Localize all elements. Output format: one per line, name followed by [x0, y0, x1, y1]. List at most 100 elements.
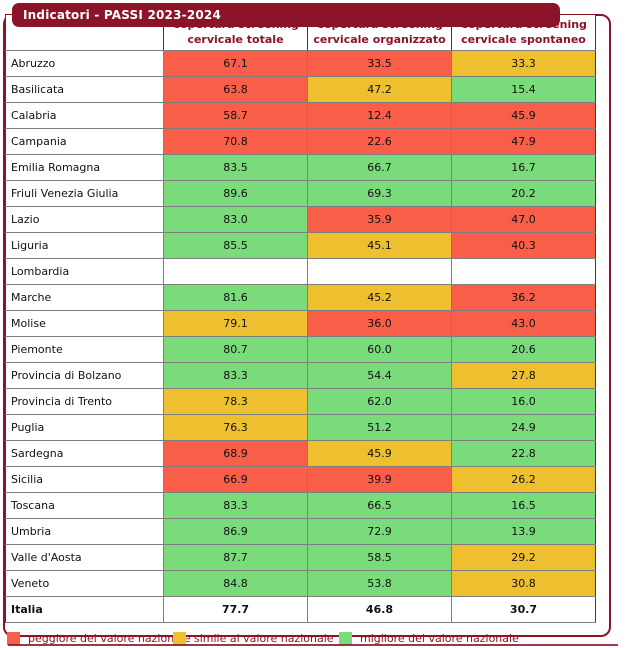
value-cell: 69.3 — [307, 180, 452, 207]
region-cell: Provincia di Bolzano — [5, 362, 164, 389]
value-cell: 67.1 — [163, 50, 308, 77]
table-row: Basilicata 63.8 47.2 15.4 — [5, 76, 596, 103]
value-cell: 76.3 — [163, 414, 308, 441]
table-body: Abruzzo 67.1 33.5 33.3 Basilicata 63.8 4… — [5, 50, 596, 623]
value-cell: 83.3 — [163, 492, 308, 519]
value-cell: 62.0 — [307, 388, 452, 415]
region-cell: Valle d'Aosta — [5, 544, 164, 571]
value-cell: 80.7 — [163, 336, 308, 363]
region-cell: Basilicata — [5, 76, 164, 103]
value-cell: 12.4 — [307, 102, 452, 129]
value-cell: 72.9 — [307, 518, 452, 545]
value-cell: 58.5 — [307, 544, 452, 571]
table-row: Lombardia — [5, 258, 596, 285]
legend: peggiore del valore nazionale simile al … — [7, 632, 597, 645]
region-cell: Campania — [5, 128, 164, 155]
value-cell: 54.4 — [307, 362, 452, 389]
table-row: Abruzzo 67.1 33.5 33.3 — [5, 50, 596, 77]
value-cell: 20.2 — [451, 180, 596, 207]
value-cell: 47.9 — [451, 128, 596, 155]
region-cell: Lazio — [5, 206, 164, 233]
value-cell: 83.3 — [163, 362, 308, 389]
panel-title: Indicatori - PASSI 2023-2024 — [23, 8, 222, 22]
table-row: Toscana 83.3 66.5 16.5 — [5, 492, 596, 519]
legend-item: peggiore del valore nazionale — [7, 632, 191, 645]
value-cell: 24.9 — [451, 414, 596, 441]
value-cell: 63.8 — [163, 76, 308, 103]
bottom-rule — [8, 644, 618, 646]
value-cell: 22.8 — [451, 440, 596, 467]
value-cell — [451, 258, 596, 285]
value-cell: 45.1 — [307, 232, 452, 259]
value-cell: 20.6 — [451, 336, 596, 363]
value-cell: 86.9 — [163, 518, 308, 545]
value-cell: 47.0 — [451, 206, 596, 233]
value-cell: 45.2 — [307, 284, 452, 311]
region-cell: Molise — [5, 310, 164, 337]
value-cell: 13.9 — [451, 518, 596, 545]
region-cell: Umbria — [5, 518, 164, 545]
value-cell: 60.0 — [307, 336, 452, 363]
value-cell: 79.1 — [163, 310, 308, 337]
table-row: Provincia di Trento 78.3 62.0 16.0 — [5, 388, 596, 415]
panel-content: Copertura screening cervicale totale Cop… — [5, 14, 597, 645]
panel-title-bar: Indicatori - PASSI 2023-2024 — [12, 3, 560, 27]
value-cell: 30.7 — [451, 596, 596, 623]
region-cell: Provincia di Trento — [5, 388, 164, 415]
table-row: Campania 70.8 22.6 47.9 — [5, 128, 596, 155]
value-cell: 27.8 — [451, 362, 596, 389]
value-cell: 39.9 — [307, 466, 452, 493]
value-cell: 70.8 — [163, 128, 308, 155]
table-row: Emilia Romagna 83.5 66.7 16.7 — [5, 154, 596, 181]
value-cell: 66.7 — [307, 154, 452, 181]
value-cell — [163, 258, 308, 285]
value-cell — [307, 258, 452, 285]
region-cell: Veneto — [5, 570, 164, 597]
value-cell: 47.2 — [307, 76, 452, 103]
legend-label: migliore del valore nazionale — [360, 632, 519, 645]
value-cell: 22.6 — [307, 128, 452, 155]
value-cell: 83.5 — [163, 154, 308, 181]
value-cell: 53.8 — [307, 570, 452, 597]
region-cell: Friuli Venezia Giulia — [5, 180, 164, 207]
value-cell: 30.8 — [451, 570, 596, 597]
value-cell: 81.6 — [163, 284, 308, 311]
value-cell: 16.5 — [451, 492, 596, 519]
region-cell: Abruzzo — [5, 50, 164, 77]
legend-item: migliore del valore nazionale — [339, 632, 519, 645]
value-cell: 16.0 — [451, 388, 596, 415]
value-cell: 87.7 — [163, 544, 308, 571]
value-cell: 26.2 — [451, 466, 596, 493]
table-row: Umbria 86.9 72.9 13.9 — [5, 518, 596, 545]
value-cell: 77.7 — [163, 596, 308, 623]
value-cell: 29.2 — [451, 544, 596, 571]
value-cell: 36.0 — [307, 310, 452, 337]
value-cell: 45.9 — [307, 440, 452, 467]
region-cell: Marche — [5, 284, 164, 311]
table-row: Italia 77.7 46.8 30.7 — [5, 596, 596, 623]
table-row: Sicilia 66.9 39.9 26.2 — [5, 466, 596, 493]
table-row: Liguria 85.5 45.1 40.3 — [5, 232, 596, 259]
region-cell: Italia — [5, 596, 164, 623]
region-cell: Sardegna — [5, 440, 164, 467]
region-cell: Puglia — [5, 414, 164, 441]
table-row: Molise 79.1 36.0 43.0 — [5, 310, 596, 337]
indicators-table: Copertura screening cervicale totale Cop… — [5, 14, 596, 623]
region-cell: Liguria — [5, 232, 164, 259]
table-row: Friuli Venezia Giulia 89.6 69.3 20.2 — [5, 180, 596, 207]
region-cell: Piemonte — [5, 336, 164, 363]
value-cell: 66.5 — [307, 492, 452, 519]
value-cell: 78.3 — [163, 388, 308, 415]
region-cell: Calabria — [5, 102, 164, 129]
legend-swatch-icon — [7, 632, 20, 645]
value-cell: 43.0 — [451, 310, 596, 337]
legend-swatch-icon — [173, 632, 186, 645]
value-cell: 66.9 — [163, 466, 308, 493]
table-row: Puglia 76.3 51.2 24.9 — [5, 414, 596, 441]
region-cell: Lombardia — [5, 258, 164, 285]
table-row: Piemonte 80.7 60.0 20.6 — [5, 336, 596, 363]
value-cell: 40.3 — [451, 232, 596, 259]
legend-item: simile al valore nazionale — [173, 632, 339, 645]
value-cell: 45.9 — [451, 102, 596, 129]
